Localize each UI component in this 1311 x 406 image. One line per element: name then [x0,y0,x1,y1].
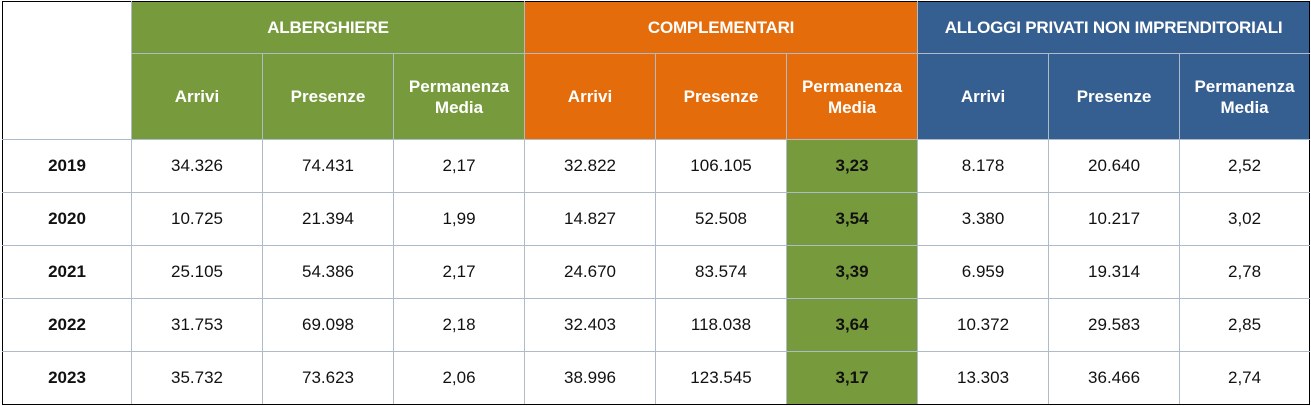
table-row: 2023 35.732 73.623 2,06 38.996 123.545 3… [2,351,1311,405]
complementari-presenze-cell: 123.545 [655,351,788,405]
alberghiere-arrivi-cell: 34.326 [131,139,263,193]
alloggi-permanenza-cell: 2,85 [1179,298,1311,352]
permanenza-line2: Media [827,97,877,117]
alberghiere-presenze-cell: 69.098 [262,298,394,352]
alloggi-arrivi-cell: 13.303 [917,351,1050,405]
alberghiere-permanenza-cell: 2,17 [392,139,526,193]
group-header-alberghiere: ALBERGHIERE [130,1,526,54]
table-row: 2020 10.725 21.394 1,99 14.827 52.508 3,… [2,192,1311,246]
group-header-row: ALBERGHIERE COMPLEMENTARI ALLOGGI PRIVAT… [2,1,1311,140]
col-header-arrivi: Arrivi [131,53,263,140]
alberghiere-presenze-cell: 54.386 [262,245,394,299]
alloggi-arrivi-cell: 8.178 [917,139,1050,193]
alloggi-presenze-cell: 29.583 [1048,298,1181,352]
alloggi-permanenza-cell: 2,78 [1179,245,1311,299]
col-header-permanenza-media: Permanenza Media [786,53,919,140]
alloggi-permanenza-cell: 3,02 [1179,192,1311,246]
col-header-presenze: Presenze [655,53,788,140]
table-row: 2022 31.753 69.098 2,18 32.403 118.038 3… [2,298,1311,352]
alberghiere-permanenza-cell: 1,99 [392,192,526,246]
col-header-presenze: Presenze [262,53,394,140]
alberghiere-permanenza-cell: 2,18 [392,298,526,352]
column-header-row: Arrivi Presenze Permanenza Media Arrivi P… [3,53,1311,140]
permanenza-line1: Permanenza [801,76,903,96]
alberghiere-presenze-cell: 73.623 [262,351,394,405]
complementari-permanenza-cell: 3,64 [786,298,919,352]
col-header-permanenza-media: Permanenza Media [392,53,526,140]
table-row: 2019 34.326 74.431 2,17 32.822 106.105 3… [2,139,1311,193]
group-header-alloggi: ALLOGGI PRIVATI NON IMPRENDITORIALI [917,1,1311,54]
permanenza-line2: Media [1220,97,1269,117]
complementari-presenze-cell: 83.574 [655,245,788,299]
alloggi-arrivi-cell: 3.380 [917,192,1050,246]
alberghiere-arrivi-cell: 25.105 [131,245,263,299]
alloggi-presenze-cell: 19.314 [1048,245,1181,299]
year-cell: 2021 [2,245,132,299]
alberghiere-arrivi-cell: 35.732 [131,351,263,405]
permanenza-line1: Permanenza [408,76,510,96]
alberghiere-presenze-cell: 74.431 [262,139,394,193]
col-header-permanenza-media: Permanenza Media [1179,53,1311,140]
table-row: 2021 25.105 54.386 2,17 24.670 83.574 3,… [2,245,1311,299]
alloggi-permanenza-cell: 2,52 [1179,139,1311,193]
permanenza-line2: Media [434,97,484,117]
alloggi-permanenza-cell: 2,74 [1179,351,1311,405]
complementari-arrivi-cell: 38.996 [524,351,657,405]
complementari-arrivi-cell: 24.670 [524,245,657,299]
col-header-arrivi: Arrivi [917,53,1050,140]
alberghiere-presenze-cell: 21.394 [262,192,394,246]
complementari-presenze-cell: 52.508 [655,192,788,246]
alberghiere-permanenza-cell: 2,17 [392,245,526,299]
alberghiere-permanenza-cell: 2,06 [392,351,526,405]
alloggi-arrivi-cell: 10.372 [917,298,1050,352]
alloggi-arrivi-cell: 6.959 [917,245,1050,299]
col-header-arrivi: Arrivi [524,53,657,140]
year-cell: 2019 [2,139,132,193]
year-cell: 2023 [2,351,132,405]
alberghiere-arrivi-cell: 10.725 [131,192,263,246]
complementari-permanenza-cell: 3,23 [786,139,919,193]
permanenza-line1: Permanenza [1194,76,1295,96]
corner-cell [2,1,132,140]
alloggi-presenze-cell: 36.466 [1048,351,1181,405]
alloggi-presenze-cell: 20.640 [1048,139,1181,193]
complementari-presenze-cell: 118.038 [655,298,788,352]
col-header-presenze: Presenze [1048,53,1181,140]
year-cell: 2020 [2,192,132,246]
complementari-permanenza-cell: 3,39 [786,245,919,299]
alloggi-presenze-cell: 10.217 [1048,192,1181,246]
complementari-arrivi-cell: 32.822 [524,139,657,193]
complementari-arrivi-cell: 14.827 [524,192,657,246]
complementari-presenze-cell: 106.105 [655,139,788,193]
complementari-arrivi-cell: 32.403 [524,298,657,352]
complementari-permanenza-cell: 3,54 [786,192,919,246]
group-header-complementari: COMPLEMENTARI [524,1,919,54]
year-cell: 2022 [2,298,132,352]
alberghiere-arrivi-cell: 31.753 [131,298,263,352]
complementari-permanenza-cell: 3,17 [786,351,919,405]
